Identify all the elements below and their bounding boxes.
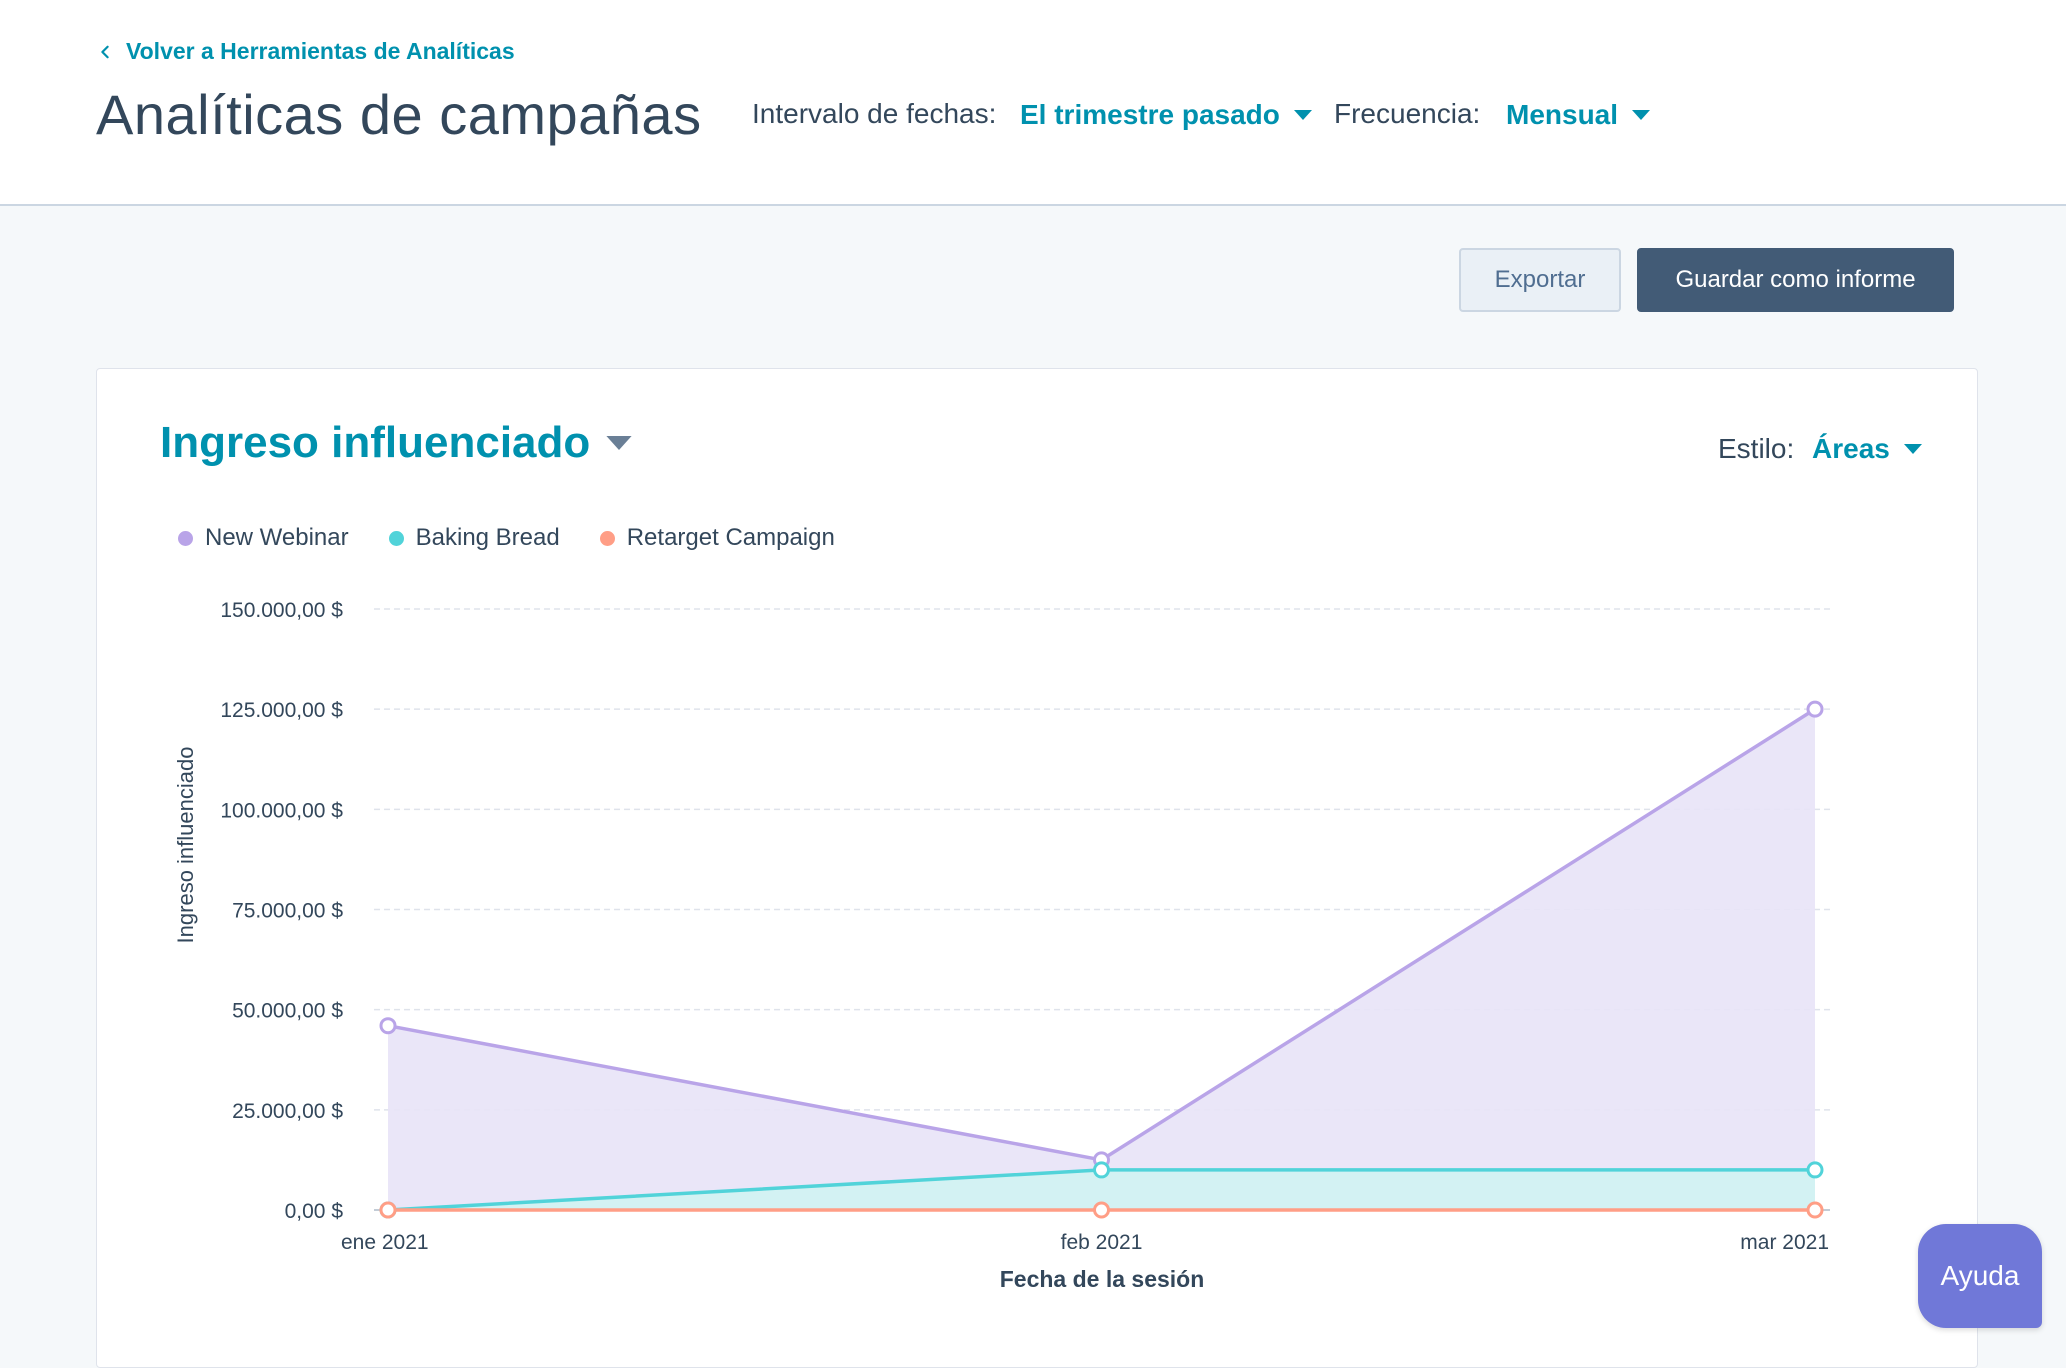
y-tick-label: 100.000,00 $ bbox=[220, 799, 343, 822]
legend-label: Retarget Campaign bbox=[626, 524, 835, 551]
style-label: Estilo: bbox=[1718, 433, 1795, 464]
back-link-label[interactable]: Volver a Herramientas de Analíticas bbox=[126, 38, 515, 64]
legend-dot bbox=[178, 530, 193, 546]
help-button[interactable]: Ayuda bbox=[1918, 1224, 2042, 1328]
y-tick-label: 0,00 $ bbox=[285, 1200, 344, 1223]
area-1 bbox=[388, 1169, 1815, 1210]
style-value[interactable]: Áreas bbox=[1812, 433, 1890, 464]
x-tick-label: feb 2021 bbox=[1061, 1231, 1143, 1254]
x-tick-label: mar 2021 bbox=[1740, 1231, 1829, 1254]
data-point bbox=[1806, 1201, 1824, 1219]
caret-down-icon bbox=[1632, 110, 1651, 120]
save-report-button-label: Guardar como informe bbox=[1675, 266, 1916, 293]
data-point bbox=[1093, 1161, 1110, 1179]
report-metric-dropdown[interactable]: Ingreso influenciado bbox=[160, 418, 632, 468]
legend-dot bbox=[599, 530, 615, 546]
x-axis-ticks: ene 2021 feb 2021 mar 2021 bbox=[341, 1231, 1829, 1254]
chart-areas bbox=[388, 709, 1815, 1210]
date-range-dropdown[interactable]: El trimestre pasado bbox=[1020, 99, 1312, 131]
frequency-label: Frecuencia: bbox=[1334, 98, 1481, 129]
y-tick-label: 25.000,00 $ bbox=[232, 1100, 343, 1123]
data-point bbox=[1806, 1161, 1824, 1179]
export-button[interactable]: Exportar bbox=[1459, 248, 1621, 312]
chart-legend: New Webinar Baking Bread Retarget Campai… bbox=[178, 524, 875, 552]
y-axis-label: Ingreso influenciado bbox=[173, 747, 198, 944]
data-point bbox=[1806, 700, 1824, 718]
caret-down-icon bbox=[1903, 444, 1922, 454]
date-range-value[interactable]: El trimestre pasado bbox=[1020, 99, 1280, 130]
area-0 bbox=[388, 709, 1815, 1210]
chart-points bbox=[379, 700, 1824, 1219]
y-axis-ticks: 0,00 $ 25.000,00 $ 50.000,00 $ 75.000,00 $ 1… bbox=[220, 599, 343, 1223]
legend-item-series-0[interactable]: New Webinar bbox=[178, 524, 349, 552]
frequency-dropdown[interactable]: Mensual bbox=[1506, 99, 1651, 131]
legend-item-series-1[interactable]: Baking Bread bbox=[388, 524, 560, 552]
help-button-label: Ayuda bbox=[1940, 1260, 2020, 1291]
page-header: Volver a Herramientas de Analíticas Anal… bbox=[0, 0, 2066, 206]
y-tick-label: 75.000,00 $ bbox=[232, 900, 343, 923]
frequency-value[interactable]: Mensual bbox=[1506, 99, 1619, 130]
save-report-button[interactable]: Guardar como informe bbox=[1637, 248, 1954, 312]
data-point bbox=[379, 1017, 397, 1035]
y-tick-label: 150.000,00 $ bbox=[220, 599, 343, 622]
x-axis-label: Fecha de la sesión bbox=[1000, 1266, 1205, 1292]
legend-label: New Webinar bbox=[205, 524, 349, 551]
style-dropdown[interactable]: Áreas bbox=[1812, 433, 1922, 465]
caret-down-icon bbox=[606, 436, 632, 450]
legend-item-series-2[interactable]: Retarget Campaign bbox=[599, 524, 835, 552]
chevron-left-icon bbox=[101, 45, 109, 58]
export-button-label: Exportar bbox=[1494, 266, 1586, 293]
report-title[interactable]: Ingreso influenciado bbox=[160, 418, 591, 467]
data-point bbox=[379, 1201, 397, 1219]
legend-label: Baking Bread bbox=[415, 524, 560, 551]
back-link[interactable]: Volver a Herramientas de Analíticas bbox=[98, 38, 515, 65]
x-tick-label: ene 2021 bbox=[341, 1231, 429, 1254]
page-title: Analíticas de campañas bbox=[96, 83, 702, 146]
legend-dot bbox=[388, 530, 404, 546]
data-point bbox=[1093, 1201, 1110, 1219]
caret-down-icon bbox=[1293, 110, 1312, 120]
y-tick-label: 50.000,00 $ bbox=[232, 1000, 343, 1023]
date-range-label: Intervalo de fechas: bbox=[752, 98, 997, 129]
y-tick-label: 125.000,00 $ bbox=[220, 699, 343, 722]
